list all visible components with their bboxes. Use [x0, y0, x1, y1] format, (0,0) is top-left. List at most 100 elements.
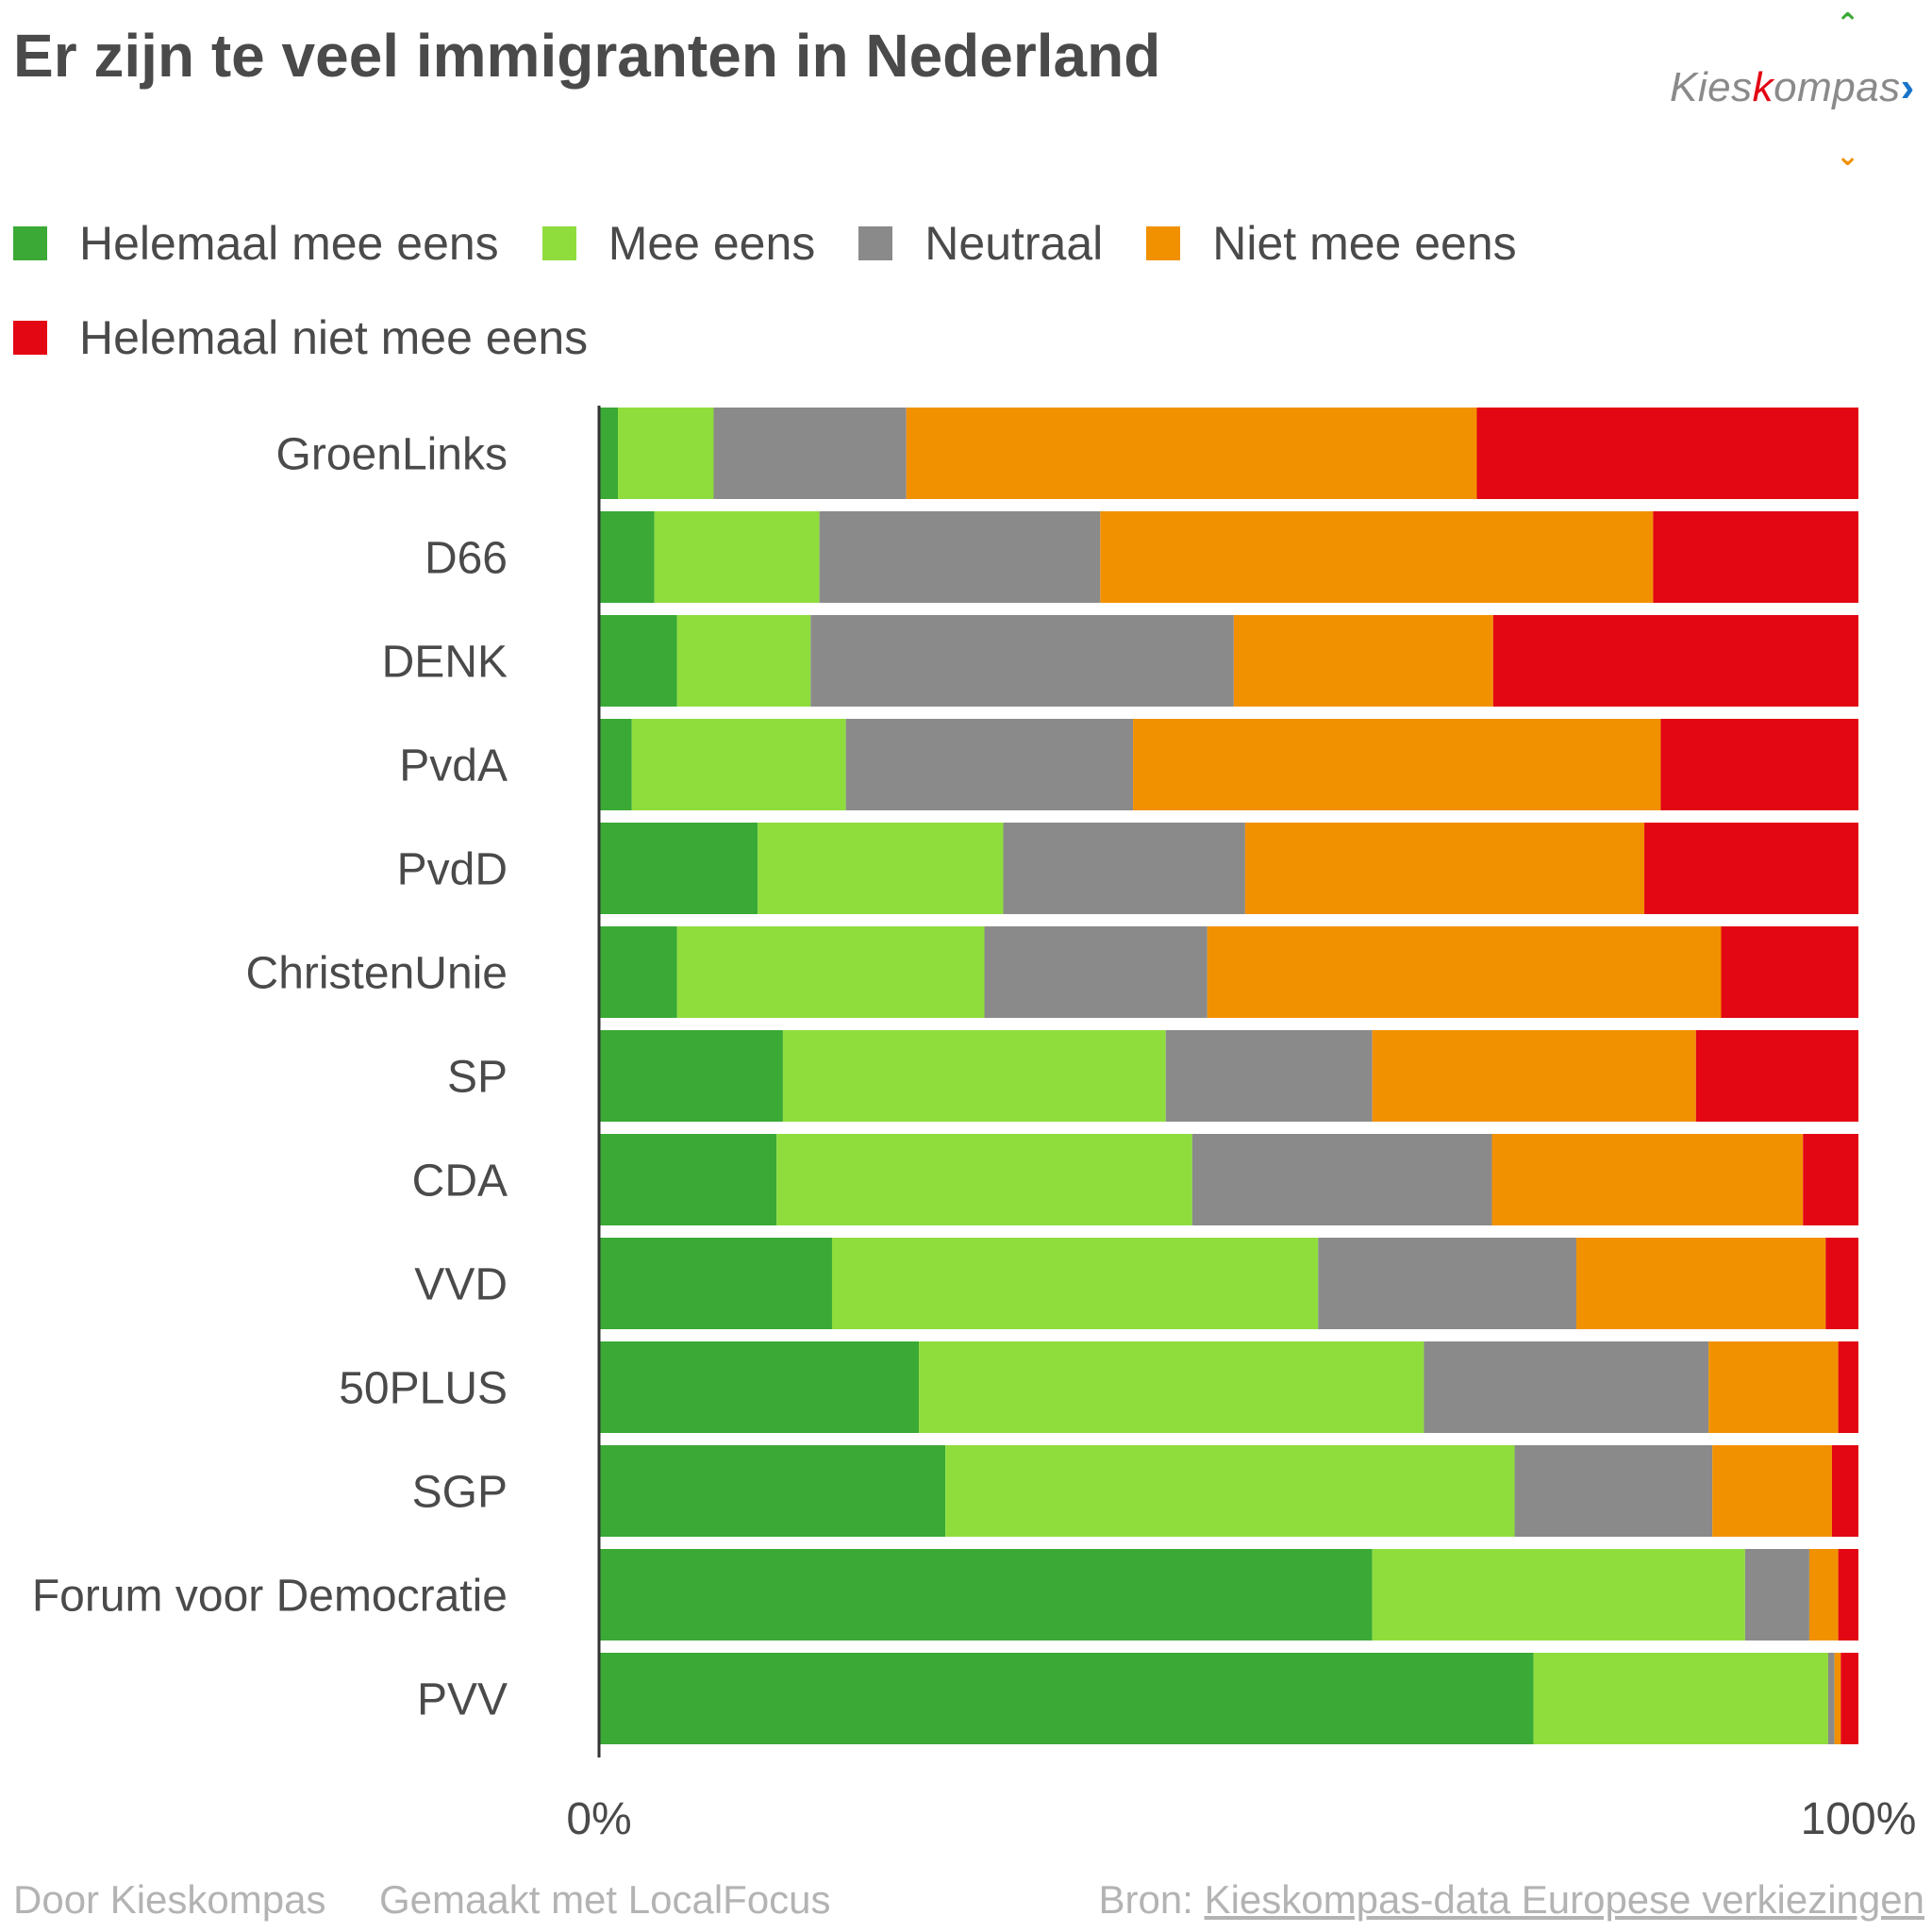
- chevron-down-icon: ⌄: [1836, 141, 1860, 172]
- legend-item: Niet mee eens: [1146, 217, 1517, 270]
- bar-segment[interactable]: [831, 1238, 1319, 1329]
- bar-segment[interactable]: [1644, 823, 1858, 914]
- legend-item: Neutraal: [858, 217, 1104, 270]
- bar-segment[interactable]: [599, 1238, 832, 1329]
- bar-segment[interactable]: [599, 719, 632, 810]
- legend-item: Helemaal niet mee eens: [13, 311, 589, 364]
- bar-segment[interactable]: [919, 1341, 1424, 1433]
- category-label: PvdD: [397, 845, 508, 895]
- x-tick-label: 0%: [566, 1794, 631, 1844]
- logo-wordmark: Kieskompas›: [1670, 64, 1915, 110]
- bar-segment[interactable]: [599, 1549, 1373, 1641]
- bar-segment[interactable]: [1424, 1341, 1709, 1433]
- legend-label: Niet mee eens: [1212, 217, 1517, 270]
- bar-segment[interactable]: [599, 1445, 946, 1537]
- chart-title: Er zijn te veel immigranten in Nederland: [13, 22, 1161, 90]
- bar-segment[interactable]: [1492, 615, 1858, 707]
- bar-segment[interactable]: [1825, 1238, 1858, 1329]
- bar-segment[interactable]: [599, 926, 677, 1018]
- bar-segment[interactable]: [758, 823, 1004, 914]
- legend-swatch: [1146, 226, 1181, 260]
- legend-item: Helemaal mee eens: [13, 217, 499, 270]
- category-label: Forum voor Democratie: [32, 1572, 508, 1622]
- bar-segment[interactable]: [1233, 615, 1493, 707]
- bar-segment[interactable]: [1708, 1341, 1839, 1433]
- bar-segment[interactable]: [599, 1134, 777, 1225]
- bar-segment[interactable]: [810, 615, 1234, 707]
- legend-swatch: [13, 321, 47, 355]
- category-label: CDA: [412, 1157, 508, 1207]
- legend-swatch: [858, 226, 893, 260]
- bar-segment[interactable]: [599, 511, 655, 603]
- legend-label: Helemaal mee eens: [79, 217, 499, 270]
- bar-segment[interactable]: [1838, 1549, 1858, 1641]
- bar-segment[interactable]: [1695, 1030, 1858, 1122]
- bar-segment[interactable]: [599, 1341, 920, 1433]
- kieskompas-logo[interactable]: ⌃ Kieskompas› ⌄: [1670, 8, 1924, 172]
- footer-by: Door Kieskompas: [13, 1877, 326, 1922]
- bar-segment[interactable]: [906, 408, 1477, 499]
- bar-segment[interactable]: [1533, 1653, 1828, 1744]
- bar-segment[interactable]: [599, 1030, 783, 1122]
- bar-segment[interactable]: [599, 823, 758, 914]
- bar-segment[interactable]: [819, 511, 1101, 603]
- footer-made-with[interactable]: Gemaakt met LocalFocus: [379, 1877, 831, 1922]
- bar-segment[interactable]: [1834, 1653, 1841, 1744]
- bar-segment[interactable]: [1491, 1134, 1804, 1225]
- category-label: SGP: [412, 1468, 508, 1518]
- bar-segment[interactable]: [1721, 926, 1858, 1018]
- bar-segment[interactable]: [599, 615, 677, 707]
- bar-segment[interactable]: [1191, 1134, 1492, 1225]
- legend-label: Neutraal: [924, 217, 1104, 270]
- bar-segment[interactable]: [945, 1445, 1515, 1537]
- legend-label: Helemaal niet mee eens: [79, 311, 589, 364]
- category-label: PvdA: [399, 741, 508, 791]
- bar-segment[interactable]: [1133, 719, 1661, 810]
- bar-segment[interactable]: [1827, 1653, 1835, 1744]
- bar-segment[interactable]: [1831, 1445, 1858, 1537]
- source-link[interactable]: Kieskompas-data Europese verkiezingen: [1204, 1877, 1924, 1922]
- bar-segment[interactable]: [676, 615, 811, 707]
- bar-segment[interactable]: [713, 408, 907, 499]
- bar-segment[interactable]: [984, 926, 1208, 1018]
- bar-segment[interactable]: [1100, 511, 1654, 603]
- bar-segment[interactable]: [1372, 1030, 1696, 1122]
- category-label: DENK: [382, 638, 508, 688]
- bar-segment[interactable]: [1318, 1238, 1576, 1329]
- bar-segment[interactable]: [1207, 926, 1722, 1018]
- bar-segment[interactable]: [631, 719, 846, 810]
- bar-segment[interactable]: [845, 719, 1134, 810]
- bar-segment[interactable]: [599, 408, 619, 499]
- bar-segment[interactable]: [618, 408, 714, 499]
- bar-segment[interactable]: [1003, 823, 1245, 914]
- bar-segment[interactable]: [654, 511, 820, 603]
- bar-segment[interactable]: [1803, 1134, 1858, 1225]
- legend-item: Mee eens: [541, 217, 816, 270]
- bar-segment[interactable]: [1514, 1445, 1713, 1537]
- chevron-right-icon: ›: [1900, 64, 1915, 110]
- bar-segment[interactable]: [1476, 408, 1858, 499]
- chart-legend: Helemaal mee eens Mee eens Neutraal Niet me…: [13, 217, 1617, 364]
- bar-segment[interactable]: [1165, 1030, 1373, 1122]
- bar-segment[interactable]: [599, 1653, 1534, 1744]
- bar-segment[interactable]: [1808, 1549, 1839, 1641]
- bar-segment[interactable]: [676, 926, 985, 1018]
- legend-label: Mee eens: [608, 217, 816, 270]
- bar-segment[interactable]: [1840, 1653, 1858, 1744]
- category-label: D66: [425, 534, 508, 584]
- bar-segment[interactable]: [776, 1134, 1192, 1225]
- chevron-up-icon: ⌃: [1836, 8, 1860, 40]
- bar-segment[interactable]: [1744, 1549, 1809, 1641]
- bar-segment[interactable]: [1244, 823, 1645, 914]
- category-label: SP: [447, 1053, 508, 1103]
- bar-segment[interactable]: [1660, 719, 1858, 810]
- bar-segment[interactable]: [782, 1030, 1166, 1122]
- category-label: PVV: [417, 1675, 508, 1725]
- source-label: Bron:: [1098, 1877, 1193, 1922]
- bar-segment[interactable]: [1712, 1445, 1832, 1537]
- bar-segment[interactable]: [1372, 1549, 1745, 1641]
- bar-segment[interactable]: [1653, 511, 1858, 603]
- bar-segment[interactable]: [1575, 1238, 1826, 1329]
- bar-segment[interactable]: [1838, 1341, 1858, 1433]
